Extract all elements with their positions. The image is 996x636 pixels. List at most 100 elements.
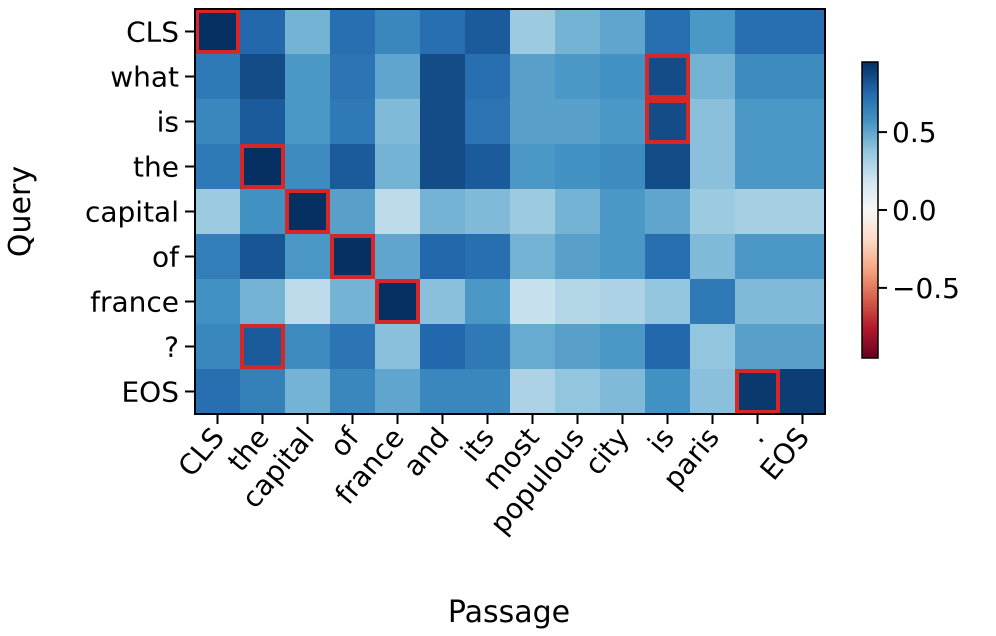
heatmap-cell — [330, 54, 376, 100]
heatmap-cell — [690, 144, 736, 190]
heatmap-cell — [375, 9, 421, 55]
heatmap-cell — [330, 324, 376, 370]
heatmap-cell — [645, 324, 691, 370]
heatmap-cell — [420, 189, 466, 235]
heatmap-cell — [510, 144, 556, 190]
heatmap-cell — [285, 189, 331, 235]
heatmap-cell — [375, 369, 421, 415]
heatmap-cell — [465, 99, 511, 145]
heatmap-cell — [735, 99, 781, 145]
heatmap-cell — [690, 279, 736, 325]
heatmap-cell — [195, 54, 241, 100]
y-tick-label: france — [90, 286, 179, 319]
heatmap-cell — [600, 324, 646, 370]
colorbar-bar — [861, 61, 879, 359]
y-tick-label: capital — [85, 196, 179, 229]
heatmap-cell — [195, 234, 241, 280]
heatmap-cell — [330, 144, 376, 190]
heatmap-cell — [465, 189, 511, 235]
heatmap-cell — [780, 9, 826, 55]
heatmap-cell — [555, 9, 601, 55]
heatmap-cell — [330, 9, 376, 55]
x-axis-label: Passage — [448, 595, 570, 630]
heatmap-cell — [285, 99, 331, 145]
highlight-box — [285, 189, 330, 234]
heatmap-cell — [465, 234, 511, 280]
heatmap-cell — [510, 234, 556, 280]
heatmap-cell — [240, 54, 286, 100]
heatmap-cell — [285, 234, 331, 280]
heatmap-cell — [735, 234, 781, 280]
heatmap-cell — [510, 369, 556, 415]
heatmap-cell — [600, 234, 646, 280]
heatmap-cell — [420, 144, 466, 190]
heatmap-cell — [555, 324, 601, 370]
heatmap-cell — [780, 234, 826, 280]
heatmap-cell — [240, 189, 286, 235]
heatmap-cell — [465, 54, 511, 100]
heatmap-cell — [555, 369, 601, 415]
colorbar: 0.5 0.0 −0.5 — [861, 61, 960, 359]
heatmap-cell — [600, 54, 646, 100]
heatmap-cell — [735, 54, 781, 100]
heatmap-cell — [285, 54, 331, 100]
heatmap-cell — [735, 279, 781, 325]
heatmap-cells — [195, 9, 826, 415]
heatmap-cell — [240, 324, 286, 370]
heatmap-cell — [420, 324, 466, 370]
y-tick-label: is — [157, 106, 179, 139]
y-tick-label: of — [152, 241, 180, 274]
x-tick-label: city — [578, 421, 636, 481]
highlight-box — [240, 144, 285, 189]
heatmap-cell — [645, 189, 691, 235]
heatmap-cell — [555, 234, 601, 280]
heatmap-cell — [375, 189, 421, 235]
heatmap-cell — [555, 99, 601, 145]
heatmap-cell — [420, 369, 466, 415]
heatmap-cell — [735, 324, 781, 370]
x-tick-label: and — [397, 421, 456, 483]
heatmap-cell — [780, 189, 826, 235]
highlight-box — [195, 9, 240, 54]
heatmap-cell — [375, 144, 421, 190]
heatmap-cell — [420, 234, 466, 280]
heatmap-cell — [510, 9, 556, 55]
y-tick-label: ? — [164, 331, 179, 364]
heatmap-cell — [510, 99, 556, 145]
heatmap-cell — [195, 189, 241, 235]
heatmap-cell — [645, 144, 691, 190]
heatmap-cell — [600, 279, 646, 325]
heatmap-cell — [240, 369, 286, 415]
y-tick-label: CLS — [126, 16, 179, 49]
colorbar-tick-label: −0.5 — [892, 272, 960, 305]
colorbar-tick-label: 0.0 — [892, 194, 937, 227]
heatmap-cell — [195, 279, 241, 325]
highlight-box — [330, 234, 375, 279]
heatmap-cell — [555, 279, 601, 325]
heatmap-cell — [330, 99, 376, 145]
y-tick-label: what — [110, 61, 179, 94]
heatmap-cell — [690, 234, 736, 280]
heatmap-cell — [645, 99, 691, 145]
heatmap-cell — [600, 189, 646, 235]
highlight-box — [645, 99, 690, 144]
heatmap-cell — [375, 234, 421, 280]
heatmap-cell — [330, 189, 376, 235]
heatmap-cell — [555, 144, 601, 190]
heatmap-cell — [735, 189, 781, 235]
heatmap-cell — [465, 279, 511, 325]
x-tick-label: . — [740, 421, 771, 449]
heatmap-cell — [780, 99, 826, 145]
heatmap-cell — [465, 9, 511, 55]
heatmap-cell — [285, 144, 331, 190]
heatmap-cell — [375, 54, 421, 100]
heatmap-cell — [330, 234, 376, 280]
heatmap-cell — [510, 189, 556, 235]
heatmap-cell — [600, 99, 646, 145]
y-tick-label: EOS — [121, 376, 179, 409]
heatmap-cell — [645, 369, 691, 415]
heatmap-cell — [420, 9, 466, 55]
heatmap-cell — [195, 144, 241, 190]
heatmap-cell — [510, 324, 556, 370]
